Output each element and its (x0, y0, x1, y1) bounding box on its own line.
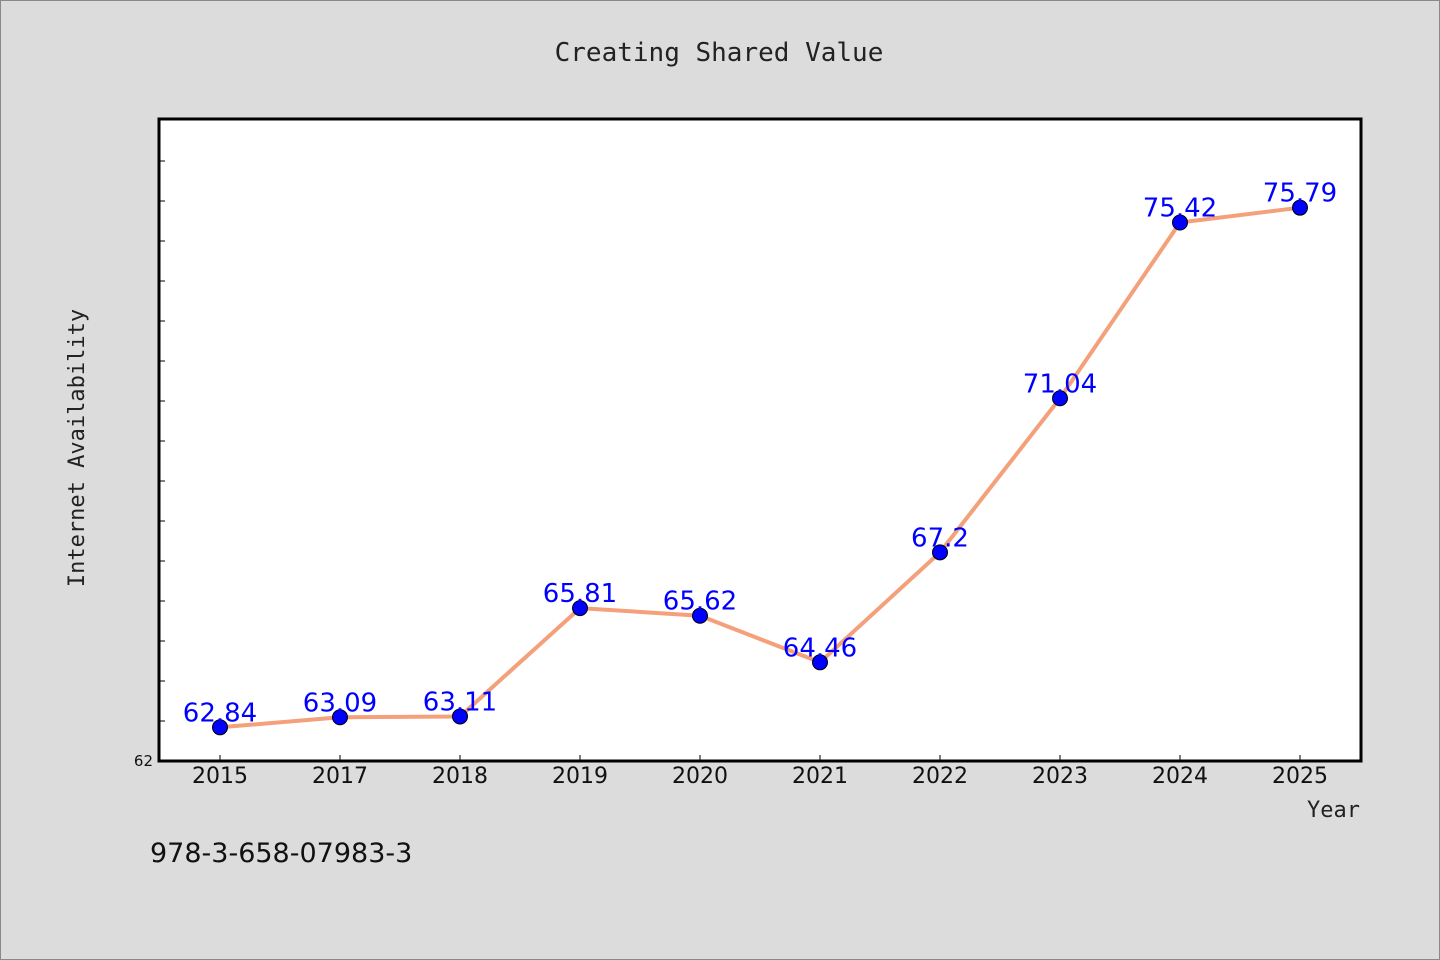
x-tick-label: 2023 (1032, 764, 1088, 789)
data-point (332, 709, 348, 726)
series-line (219, 205, 1301, 730)
x-tick-label: 2024 (1152, 764, 1208, 789)
data-point (932, 544, 948, 561)
data-point (1292, 199, 1308, 216)
data-point (452, 708, 468, 725)
x-tick-label: 2018 (432, 764, 488, 789)
x-axis-label: Year (1307, 798, 1360, 823)
x-tick-label: 2017 (312, 764, 368, 789)
x-tick-label: 2019 (552, 764, 608, 789)
data-point (692, 607, 708, 624)
plot-area (157, 117, 1363, 763)
x-tick-label: 2025 (1272, 764, 1328, 789)
data-point (572, 600, 588, 617)
data-label: 63.11 (423, 687, 497, 717)
data-points (212, 199, 1308, 736)
data-label: 62.84 (183, 698, 257, 728)
data-label: 65.81 (543, 579, 617, 609)
data-label: 63.09 (303, 688, 377, 718)
x-tick-label: 2020 (672, 764, 728, 789)
data-label: 71.04 (1023, 369, 1097, 399)
data-point (1172, 214, 1188, 231)
y-tick-label: 62 (134, 752, 153, 770)
data-point (1052, 390, 1068, 407)
data-label: 75.42 (1143, 194, 1217, 224)
series-line-group (219, 205, 1301, 730)
x-tick-label: 2015 (192, 764, 248, 789)
y-axis-ticks: 62 (134, 160, 165, 770)
footnote: 978-3-658-07983-3 (150, 838, 412, 869)
x-tick-label: 2021 (792, 764, 848, 789)
x-axis-ticks: 2015 2017 2018 2019 2020 2021 2022 2023 2024 2025 (192, 755, 1328, 789)
data-labels: 62.84 63.09 63.11 65.81 65.62 64.46 67.2 71.04 7… (183, 179, 1337, 729)
x-tick-label: 2022 (912, 764, 968, 789)
y-axis-label: Internet Availability (65, 309, 90, 587)
data-point (212, 719, 228, 736)
data-label: 64.46 (783, 633, 857, 663)
data-label: 67.2 (911, 523, 969, 553)
data-label: 65.62 (663, 587, 737, 617)
data-point (812, 654, 828, 671)
data-label: 75.79 (1263, 179, 1337, 209)
chart-title: Creating Shared Value (555, 38, 884, 68)
